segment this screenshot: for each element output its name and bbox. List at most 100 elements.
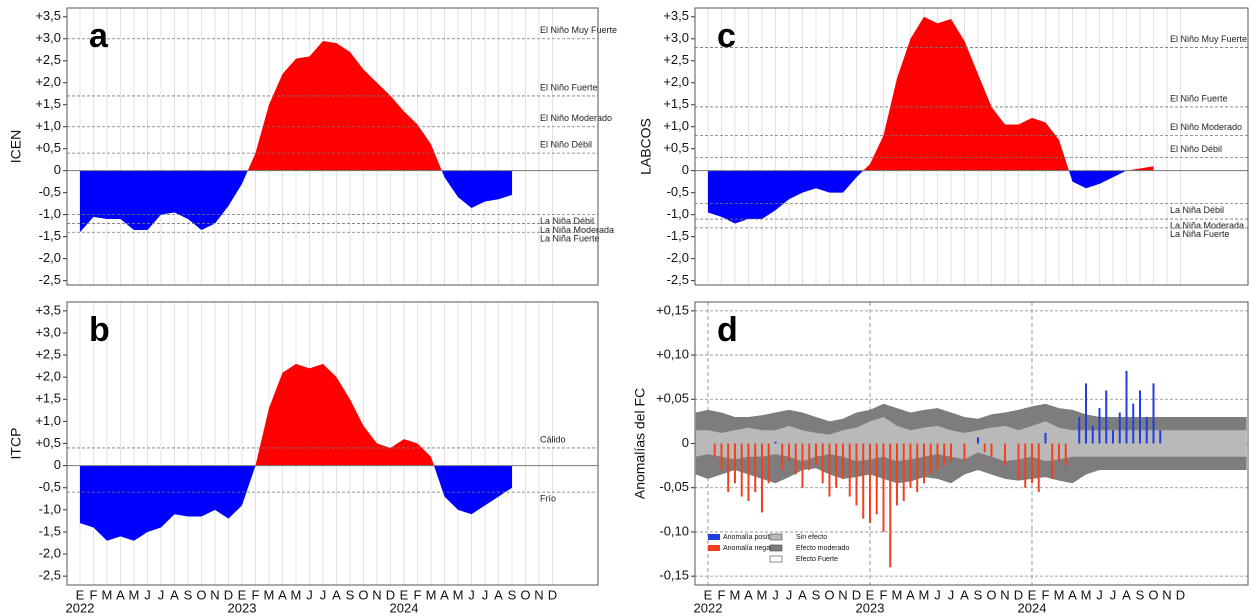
- legend-swatch: [769, 533, 783, 541]
- bar: [875, 443, 878, 515]
- y-tick-label: +0,15: [656, 302, 689, 317]
- bar: [1152, 383, 1155, 444]
- y-tick-label: +2,0: [663, 74, 689, 89]
- bar: [1084, 383, 1087, 444]
- y-tick-label: -0,5: [39, 184, 61, 199]
- x-tick-label: J: [158, 587, 165, 602]
- year-label: 2024: [1018, 600, 1047, 615]
- positive-area: [79, 363, 512, 466]
- bar: [1030, 443, 1033, 484]
- y-tick-label: -2,5: [39, 272, 61, 287]
- x-tick-label: F: [89, 587, 97, 602]
- x-tick-label: A: [170, 587, 179, 602]
- x-tick-label: O: [520, 587, 530, 602]
- x-tick-label: E: [866, 587, 875, 602]
- x-tick-label: A: [116, 587, 125, 602]
- x-tick-label: J: [1110, 587, 1117, 602]
- bar: [713, 443, 716, 457]
- x-tick-label: S: [974, 587, 983, 602]
- negative-area: [79, 465, 512, 541]
- y-tick-label: +1,5: [663, 96, 689, 111]
- bar: [814, 443, 817, 466]
- x-tick-label: J: [948, 587, 955, 602]
- bar: [1125, 370, 1128, 444]
- x-tick-label: D: [386, 587, 395, 602]
- bar: [848, 443, 851, 497]
- threshold-label: La Niña Fuerte: [1170, 229, 1230, 239]
- x-tick-label: S: [508, 587, 517, 602]
- x-tick-label: D: [224, 587, 233, 602]
- y-tick-label: -2,5: [39, 568, 61, 583]
- bar: [754, 443, 757, 493]
- legend-swatch: [708, 545, 720, 551]
- x-tick-label: J: [934, 587, 941, 602]
- x-tick-label: N: [210, 587, 219, 602]
- x-tick-label: S: [184, 587, 193, 602]
- bar: [990, 443, 993, 457]
- x-tick-label: J: [482, 587, 489, 602]
- threshold-label: Cálido: [540, 434, 566, 444]
- x-tick-label: F: [414, 587, 422, 602]
- legend-label: Anomalía negativa: [723, 545, 781, 552]
- x-tick-label: M: [730, 587, 741, 602]
- y-tick-label: -1,5: [39, 523, 61, 538]
- y-tick-label: -1,0: [667, 206, 689, 221]
- threshold-label: El Niño Débil: [540, 139, 592, 149]
- x-tick-label: M: [264, 587, 275, 602]
- legend-label: Anomalía positiva: [723, 534, 778, 541]
- x-tick-label: N: [372, 587, 381, 602]
- bar: [801, 443, 804, 488]
- bar: [1078, 416, 1081, 444]
- y-tick-label: +0,05: [656, 391, 689, 406]
- y-tick-label: +0,5: [35, 140, 61, 155]
- x-tick-label: M: [453, 587, 464, 602]
- year-label: 2023: [228, 600, 257, 615]
- bar: [1051, 443, 1054, 479]
- bar: [895, 443, 898, 506]
- bar: [1111, 430, 1114, 444]
- legend-label: Sin efecto: [796, 534, 827, 541]
- x-tick-label: J: [144, 587, 151, 602]
- bar: [868, 443, 871, 524]
- bar: [1017, 443, 1020, 479]
- y-tick-label: +3,0: [663, 30, 689, 45]
- x-tick-label: O: [358, 587, 368, 602]
- y-tick-label: 0: [682, 162, 689, 177]
- x-tick-label: M: [757, 587, 768, 602]
- x-tick-label: N: [534, 587, 543, 602]
- bar: [841, 443, 844, 479]
- y-tick-label: +2,0: [35, 369, 61, 384]
- bar: [727, 443, 730, 493]
- year-label: 2022: [66, 600, 95, 615]
- y-tick-label: 0: [682, 435, 689, 450]
- y-tick-label: -2,0: [667, 250, 689, 265]
- bar: [774, 441, 777, 444]
- panel-letter: a: [89, 17, 109, 55]
- y-tick-label: -0,05: [659, 479, 689, 494]
- bar: [983, 443, 986, 453]
- threshold-label: El Niño Débil: [1170, 144, 1222, 154]
- y-tick-label: -1,5: [667, 228, 689, 243]
- bar: [909, 443, 912, 488]
- threshold-label: El Niño Moderado: [1170, 122, 1242, 132]
- x-tick-label: J: [772, 587, 779, 602]
- y-tick-label: -0,5: [667, 184, 689, 199]
- x-tick-label: O: [1148, 587, 1158, 602]
- x-tick-label: F: [879, 587, 887, 602]
- bar: [1044, 432, 1047, 444]
- bar: [1159, 430, 1162, 444]
- bar: [794, 443, 797, 475]
- x-tick-label: M: [426, 587, 437, 602]
- bar: [808, 443, 811, 471]
- year-label: 2022: [694, 600, 723, 615]
- bar: [929, 443, 932, 475]
- neutral-band: [695, 416, 1247, 462]
- bar: [976, 437, 979, 444]
- x-tick-label: M: [892, 587, 903, 602]
- x-tick-label: J: [1096, 587, 1103, 602]
- x-tick-label: J: [320, 587, 327, 602]
- y-tick-label: +1,0: [663, 118, 689, 133]
- x-tick-label: N: [1000, 587, 1009, 602]
- x-tick-label: M: [1054, 587, 1065, 602]
- x-tick-label: M: [102, 587, 113, 602]
